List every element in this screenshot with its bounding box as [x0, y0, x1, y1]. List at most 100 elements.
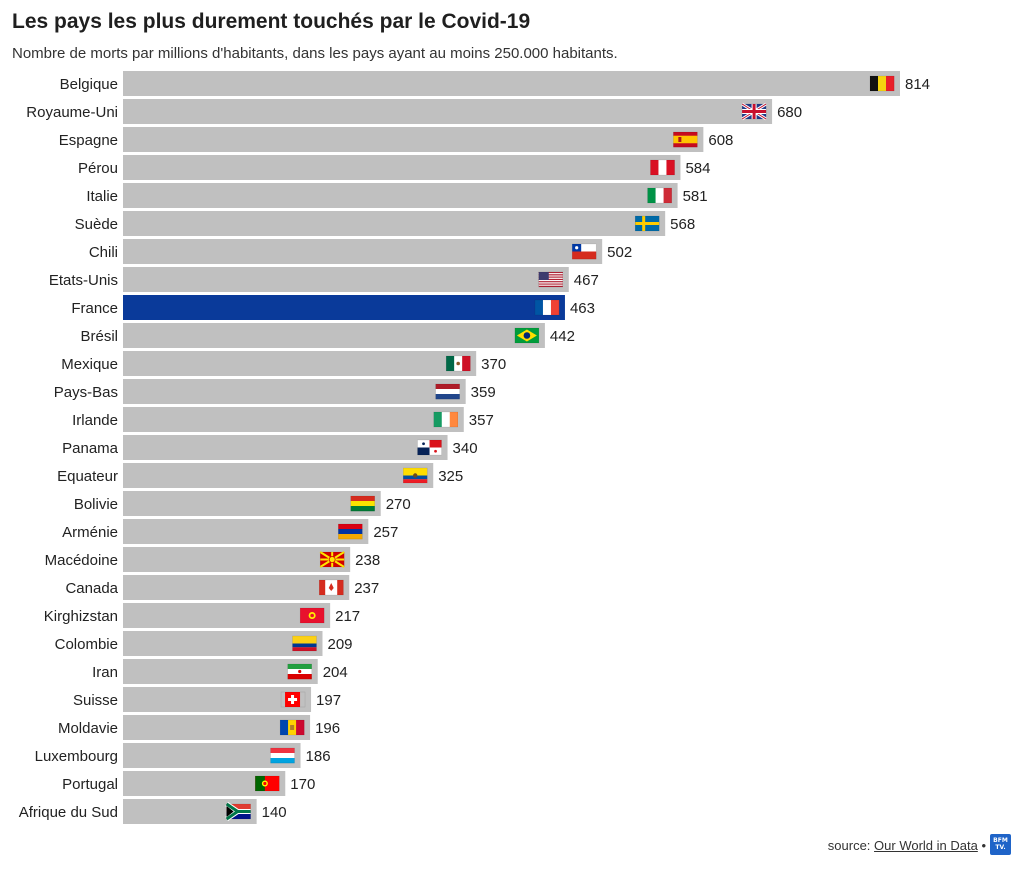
md-flag-icon [279, 719, 305, 736]
category-label: Pays-Bas [54, 384, 118, 401]
uk-flag-icon [741, 102, 767, 121]
bar [123, 99, 773, 124]
value-label: 584 [685, 160, 710, 177]
ir-flag-icon [287, 663, 312, 680]
bar [123, 183, 678, 208]
bar-row: Etats-Unis 467 [49, 267, 599, 292]
bo-flag-icon [350, 495, 375, 512]
value-label: 197 [316, 692, 341, 709]
bar [123, 491, 381, 516]
bar [123, 463, 434, 488]
category-label: Espagne [59, 132, 118, 149]
category-label: France [71, 300, 118, 317]
bar [123, 715, 311, 740]
it-flag-icon [647, 187, 672, 204]
value-label: 325 [438, 468, 463, 485]
category-label: Italie [86, 188, 118, 205]
value-label: 140 [262, 804, 287, 821]
category-label: Kirghizstan [44, 608, 118, 625]
bar [123, 127, 704, 152]
category-label: Suède [75, 216, 118, 233]
mk-flag-icon [319, 551, 345, 568]
bar [123, 687, 312, 712]
bar-row: Mexique 370 [61, 351, 506, 376]
bar [123, 323, 545, 348]
value-label: 581 [683, 188, 708, 205]
category-label: Afrique du Sud [19, 804, 118, 821]
value-label: 568 [670, 216, 695, 233]
bar-row: Pays-Bas 359 [54, 379, 496, 404]
value-label: 237 [354, 580, 379, 597]
value-label: 502 [607, 244, 632, 261]
ec-flag-icon [402, 467, 428, 484]
category-label: Canada [65, 580, 118, 597]
value-label: 442 [550, 328, 575, 345]
bar-row: Kirghizstan 217 [44, 603, 360, 628]
value-label: 370 [481, 356, 506, 373]
bar-row: Luxembourg 186 [35, 743, 331, 768]
source-note: source: Our World in Data • [828, 838, 986, 853]
category-label: Royaume-Uni [26, 104, 118, 121]
nl-flag-icon [435, 383, 460, 400]
category-label: Mexique [61, 356, 118, 373]
bar-row: Iran 204 [92, 659, 348, 684]
pt-flag-icon [255, 775, 280, 792]
bfmtv-logo: BFM TV. [990, 834, 1011, 855]
category-label: Iran [92, 664, 118, 681]
bar [123, 547, 351, 572]
es-flag-icon [673, 131, 698, 148]
bar [123, 575, 350, 600]
value-label: 467 [574, 272, 599, 289]
bar [123, 211, 666, 236]
category-label: Irlande [72, 412, 118, 429]
bar [123, 71, 900, 96]
bar-row: Macédoine 238 [45, 547, 380, 572]
bar-row: Canada 237 [65, 575, 379, 600]
category-label: Luxembourg [35, 748, 118, 765]
se-flag-icon [634, 215, 660, 232]
value-label: 608 [708, 132, 733, 149]
category-label: Suisse [73, 692, 118, 709]
value-label: 238 [355, 552, 380, 569]
bar-row: Belgique 814 [60, 71, 930, 96]
pa-flag-icon [417, 439, 442, 456]
lu-flag-icon [270, 747, 295, 764]
bar-row: Moldavie 196 [58, 715, 340, 740]
ca-flag-icon [318, 579, 344, 596]
bar-row: Arménie 257 [62, 519, 398, 544]
bar-row: Panama 340 [62, 435, 478, 460]
value-label: 209 [328, 636, 353, 653]
bar-row: Italie 581 [86, 183, 708, 208]
value-label: 270 [386, 496, 411, 513]
value-label: 814 [905, 76, 930, 93]
value-label: 680 [777, 104, 802, 121]
ie-flag-icon [433, 411, 459, 428]
bar-row: Suisse 197 [73, 687, 341, 712]
bar [123, 659, 318, 684]
be-flag-icon [869, 75, 895, 92]
pe-flag-icon [650, 159, 675, 176]
za-flag-icon [225, 801, 251, 822]
bar [123, 351, 477, 376]
bar [123, 435, 448, 460]
bar [123, 267, 569, 292]
bar-row: Espagne 608 [59, 127, 733, 152]
category-label: Chili [89, 244, 118, 261]
bar-chart: Belgique 814 Royaume-Uni 680 Espagne 608 Pérou… [19, 71, 930, 824]
cl-flag-icon [571, 243, 597, 260]
bar [123, 155, 681, 180]
bar-row: Bolivie 270 [74, 491, 411, 516]
bar-row: Pérou 584 [78, 155, 710, 180]
fr-flag-icon [534, 299, 560, 316]
value-label: 357 [469, 412, 494, 429]
ch-flag-icon [280, 691, 306, 708]
source-link[interactable]: Our World in Data [874, 838, 978, 853]
bar [123, 603, 331, 628]
bar-row: France 463 [71, 295, 595, 320]
category-label: Equateur [57, 468, 118, 485]
bar-row: Suède 568 [75, 211, 695, 236]
bar [123, 295, 565, 320]
bar-row: Chili 502 [89, 239, 632, 264]
category-label: Arménie [62, 524, 118, 541]
bar [123, 379, 466, 404]
